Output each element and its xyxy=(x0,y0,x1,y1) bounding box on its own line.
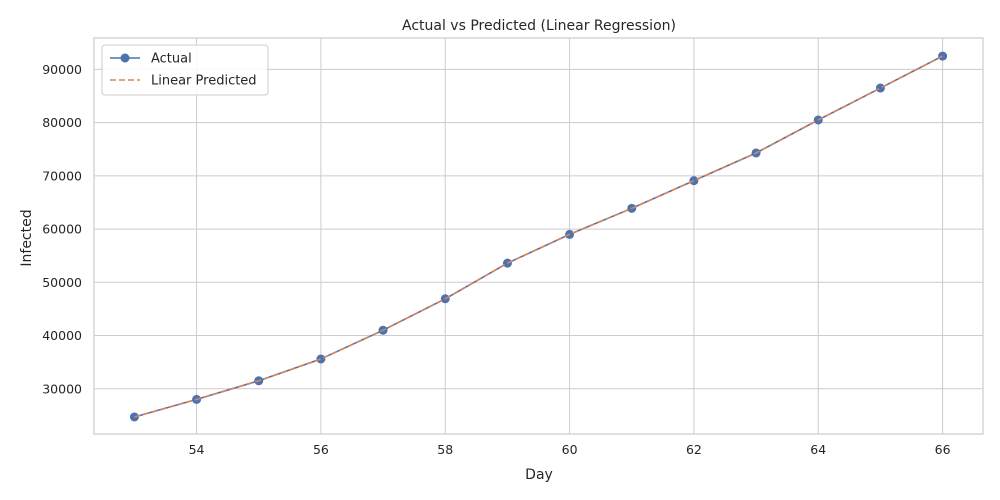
x-tick-label: 54 xyxy=(189,442,205,457)
data-point-actual xyxy=(938,51,948,61)
y-tick-label: 50000 xyxy=(42,275,82,290)
data-point-actual xyxy=(129,412,139,422)
series-line-linear-predicted xyxy=(134,55,943,418)
y-tick-labels: 30000 40000 50000 60000 70000 80000 90000 xyxy=(42,62,82,396)
y-tick-label: 60000 xyxy=(42,222,82,237)
data-point-actual xyxy=(689,176,699,186)
y-tick-label: 90000 xyxy=(42,62,82,77)
legend-marker xyxy=(120,53,130,63)
data-point-actual xyxy=(875,83,885,93)
y-tick-label: 80000 xyxy=(42,115,82,130)
y-axis-label: Infected xyxy=(19,209,35,266)
series-layer xyxy=(129,51,948,422)
chart-title: Actual vs Predicted (Linear Regression) xyxy=(402,18,676,34)
x-axis-label: Day xyxy=(525,467,553,483)
x-tick-label: 66 xyxy=(935,442,951,457)
legend-label: Actual xyxy=(151,52,192,67)
x-tick-label: 62 xyxy=(686,442,702,457)
data-point-actual xyxy=(316,354,326,364)
x-tick-labels: 54 56 58 60 62 64 66 xyxy=(189,442,951,457)
legend-box xyxy=(101,44,269,96)
x-tick-label: 64 xyxy=(810,442,826,457)
x-tick-label: 60 xyxy=(562,442,578,457)
y-tick-label: 70000 xyxy=(42,168,82,183)
y-tick-label: 30000 xyxy=(42,381,82,396)
legend-label: Linear Predicted xyxy=(151,74,257,89)
x-tick-label: 56 xyxy=(313,442,329,457)
grid-lines xyxy=(94,38,983,434)
x-tick-label: 58 xyxy=(437,442,453,457)
legend: Actual Linear Predicted xyxy=(101,44,269,96)
y-tick-label: 40000 xyxy=(42,328,82,343)
plot-frame xyxy=(93,37,984,435)
